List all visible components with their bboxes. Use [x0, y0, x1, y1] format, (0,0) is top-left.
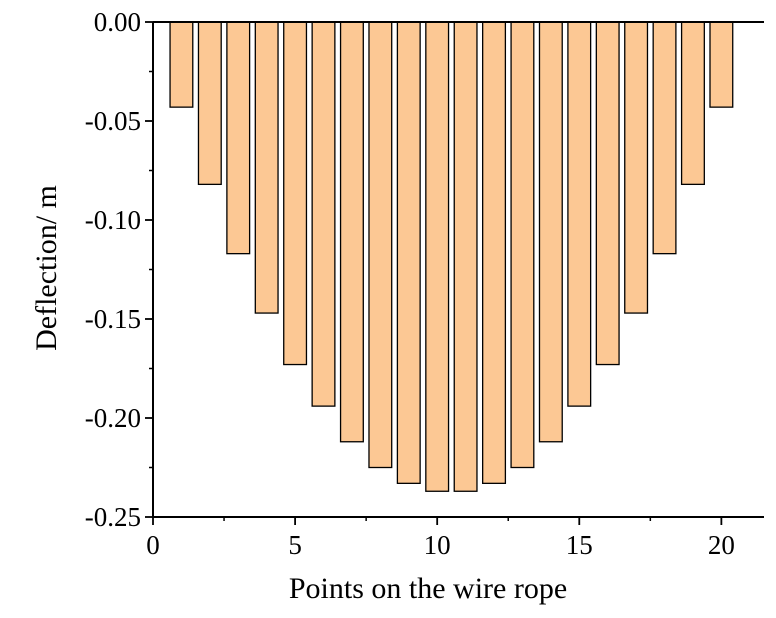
bar — [396, 21, 421, 484]
ticks-group: 0.00 -0.05 -0.10 -0.15 -0.20 -0.250 5 10 15 20 — [85, 7, 735, 560]
bar — [311, 21, 336, 407]
bar — [368, 21, 393, 469]
bar — [595, 21, 620, 366]
bar — [339, 21, 364, 443]
bar — [283, 21, 308, 366]
y-tick-label: -0.15 — [85, 304, 141, 334]
y-axis-title: Deflection/ m — [30, 185, 63, 351]
y-tick-label: -0.20 — [85, 403, 141, 433]
x-tick-label: 5 — [288, 530, 302, 560]
y-tick-label: -0.10 — [85, 205, 141, 235]
x-tick-label: 15 — [566, 530, 593, 560]
x-axis-title: Points on the wire rope — [289, 572, 567, 605]
y-tick-label: 0.00 — [94, 7, 141, 37]
bars-group — [169, 21, 734, 492]
bar — [226, 21, 251, 255]
bar — [567, 21, 592, 407]
bar — [482, 21, 507, 484]
bar — [709, 21, 734, 108]
bar — [254, 21, 279, 314]
bar — [680, 21, 705, 186]
bar — [624, 21, 649, 314]
y-tick-label: -0.05 — [85, 106, 141, 136]
bar — [169, 21, 194, 108]
bar — [652, 21, 677, 255]
bar — [538, 21, 563, 443]
bar — [197, 21, 222, 186]
y-tick-label: -0.25 — [85, 502, 141, 532]
x-tick-label: 0 — [146, 530, 160, 560]
bar — [425, 21, 450, 492]
bar — [453, 21, 478, 492]
bar — [510, 21, 535, 469]
x-tick-label: 20 — [708, 530, 735, 560]
x-tick-label: 10 — [424, 530, 451, 560]
